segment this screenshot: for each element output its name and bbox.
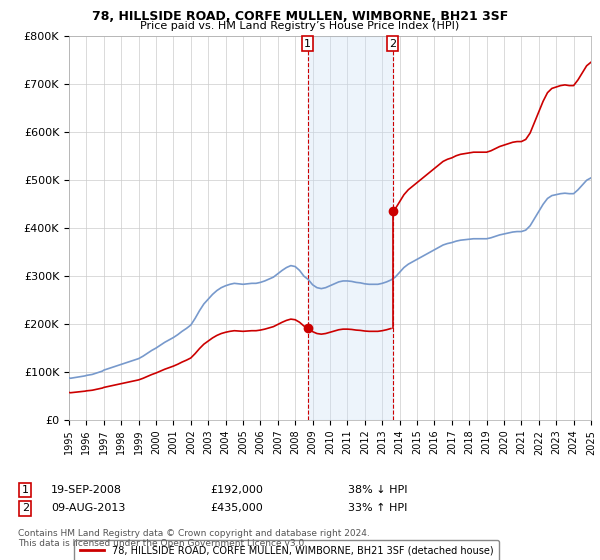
Text: 1: 1 <box>304 39 311 49</box>
Text: 78, HILLSIDE ROAD, CORFE MULLEN, WIMBORNE, BH21 3SF: 78, HILLSIDE ROAD, CORFE MULLEN, WIMBORN… <box>92 10 508 22</box>
Text: 1: 1 <box>22 485 29 495</box>
Text: 38% ↓ HPI: 38% ↓ HPI <box>348 485 407 495</box>
Text: Price paid vs. HM Land Registry’s House Price Index (HPI): Price paid vs. HM Land Registry’s House … <box>140 21 460 31</box>
Text: 33% ↑ HPI: 33% ↑ HPI <box>348 503 407 514</box>
Text: 19-SEP-2008: 19-SEP-2008 <box>51 485 122 495</box>
Text: 09-AUG-2013: 09-AUG-2013 <box>51 503 125 514</box>
Text: Contains HM Land Registry data © Crown copyright and database right 2024.
This d: Contains HM Land Registry data © Crown c… <box>18 529 370 548</box>
Text: 2: 2 <box>389 39 396 49</box>
Text: 2: 2 <box>22 503 29 514</box>
Text: £435,000: £435,000 <box>210 503 263 514</box>
Text: £192,000: £192,000 <box>210 485 263 495</box>
Bar <box>308 36 392 420</box>
Legend: 78, HILLSIDE ROAD, CORFE MULLEN, WIMBORNE, BH21 3SF (detached house), HPI: Avera: 78, HILLSIDE ROAD, CORFE MULLEN, WIMBORN… <box>74 540 499 560</box>
